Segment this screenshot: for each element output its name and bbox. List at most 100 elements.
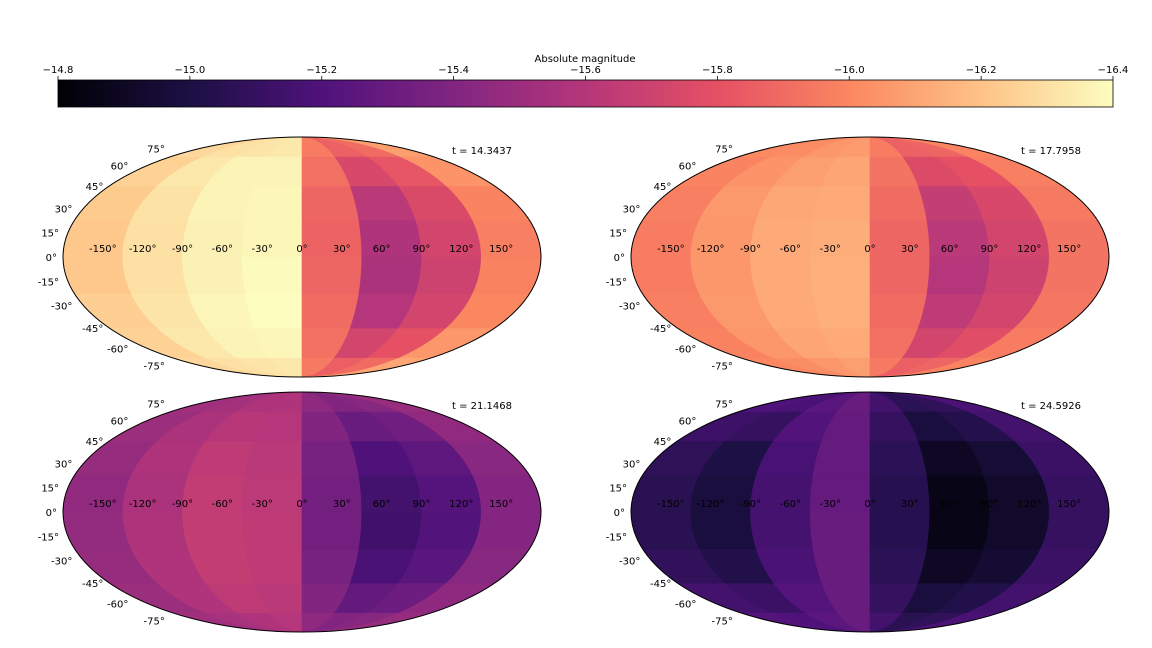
longitude-label: -60° xyxy=(212,499,233,510)
map-panels: t = 14.3437 75° 60° 45° 30° 15° 0° -15° -30° -45°… xyxy=(38,137,1109,632)
latitude-label: 45° xyxy=(86,437,104,448)
map-cell xyxy=(123,512,188,549)
map-cell xyxy=(1041,512,1109,549)
colorbar-tick-label: −16.2 xyxy=(966,65,997,76)
panel-title: t = 21.1468 xyxy=(452,401,512,412)
map-cell xyxy=(984,257,1049,294)
map-cell xyxy=(631,512,699,549)
panel-title: t = 14.3437 xyxy=(452,146,512,157)
map-cell xyxy=(810,257,870,294)
map-cell xyxy=(245,549,302,583)
latitude-label: -45° xyxy=(650,579,671,590)
longitude-label: -150° xyxy=(89,244,117,255)
figure: Absolute magnitude −14.8 −15.0 −15.2 −15.4−… xyxy=(0,0,1152,648)
latitude-label: -45° xyxy=(82,579,103,590)
longitude-label: 150° xyxy=(489,244,513,255)
latitude-label: -75° xyxy=(712,362,733,373)
map-panel: t = 24.592675°60°45°30°15°0°-15°-30°-45°… xyxy=(606,392,1109,632)
map-cell xyxy=(813,549,870,583)
map-cell xyxy=(359,512,422,549)
colorbar: Absolute magnitude −14.8 −15.0 −15.2 −15.4−… xyxy=(43,54,1129,107)
map-cell xyxy=(302,549,359,583)
latitude-label: 30° xyxy=(623,460,641,471)
latitude-label: -75° xyxy=(144,617,165,628)
latitude-label: 30° xyxy=(623,205,641,216)
longitude-label: -30° xyxy=(251,244,272,255)
map-cells xyxy=(63,392,541,632)
longitude-label: 150° xyxy=(1057,499,1081,510)
colorbar-tick-label: −15.2 xyxy=(306,65,337,76)
longitude-label: -90° xyxy=(740,244,761,255)
longitude-label: 90° xyxy=(981,499,999,510)
longitude-label: 150° xyxy=(489,499,513,510)
map-cell xyxy=(691,512,756,549)
longitude-label: -30° xyxy=(819,244,840,255)
longitude-label: 60° xyxy=(373,244,391,255)
panel-title: t = 17.7958 xyxy=(1021,146,1081,157)
map-cell xyxy=(63,512,131,549)
latitude-label: 15° xyxy=(41,228,59,239)
map-panel: t = 17.795875°60°45°30°15°0°-15°-30°-45°… xyxy=(606,137,1109,377)
longitude-label: 0° xyxy=(296,244,307,255)
map-cell xyxy=(183,257,246,294)
map-cell xyxy=(1041,257,1109,294)
map-cell xyxy=(359,257,422,294)
latitude-label: -60° xyxy=(675,599,696,610)
map-cell xyxy=(245,294,302,328)
latitude-label: 60° xyxy=(679,162,697,173)
map-cells xyxy=(63,137,541,377)
latitude-label: -15° xyxy=(606,533,627,544)
colorbar-tick-label: −15.0 xyxy=(175,65,206,76)
map-cell xyxy=(242,512,302,549)
latitude-label: 30° xyxy=(55,205,73,216)
map-panel: t = 21.1468 75° 60° 45° 30° 15° 0° -15° -30° -45°… xyxy=(38,392,541,632)
latitude-label: 0° xyxy=(46,253,57,264)
latitude-label: 15° xyxy=(609,483,627,494)
colorbar-tick-label: −15.4 xyxy=(438,65,469,76)
longitude-label: -90° xyxy=(740,499,761,510)
latitude-label: 0° xyxy=(46,508,57,519)
map-cell xyxy=(473,512,541,549)
latitude-label: 15° xyxy=(609,228,627,239)
longitude-label: 0° xyxy=(864,244,875,255)
longitude-label: -60° xyxy=(780,244,801,255)
map-cell xyxy=(631,257,699,294)
map-cell xyxy=(302,294,359,328)
map-panel: t = 14.3437 75° 60° 45° 30° 15° 0° -15° -30° -45°… xyxy=(38,137,541,377)
latitude-label: -30° xyxy=(51,301,72,312)
map-cell xyxy=(927,512,990,549)
colorbar-tick-label: −15.6 xyxy=(570,65,601,76)
map-cell xyxy=(813,186,870,220)
longitude-label: -120° xyxy=(129,499,157,510)
longitude-label: 60° xyxy=(941,244,959,255)
longitude-label: -150° xyxy=(89,499,117,510)
map-cell xyxy=(813,441,870,475)
latitude-label: 75° xyxy=(147,399,165,410)
longitude-label: 30° xyxy=(333,244,351,255)
latitude-label: -45° xyxy=(82,324,103,335)
map-cell xyxy=(302,257,362,294)
longitude-label: -120° xyxy=(129,244,157,255)
latitude-label: -60° xyxy=(675,344,696,355)
map-cell xyxy=(870,294,927,328)
latitude-label: -15° xyxy=(38,278,59,289)
map-cell xyxy=(183,512,246,549)
map-cell xyxy=(870,441,927,475)
latitude-label: 0° xyxy=(614,253,625,264)
map-cell xyxy=(927,257,990,294)
longitude-label: 90° xyxy=(981,244,999,255)
map-cell xyxy=(63,257,131,294)
longitude-label: -90° xyxy=(172,499,193,510)
longitude-label: 0° xyxy=(864,499,875,510)
map-cell xyxy=(691,257,756,294)
map-cell xyxy=(416,512,481,549)
map-cell xyxy=(473,257,541,294)
latitude-label: 75° xyxy=(147,144,165,155)
map-cell xyxy=(870,257,930,294)
longitude-label: 120° xyxy=(1017,244,1041,255)
latitude-label: 45° xyxy=(86,182,104,193)
map-cells xyxy=(631,392,1109,632)
latitude-label: 75° xyxy=(715,399,733,410)
longitude-label: 0° xyxy=(296,499,307,510)
latitude-label: 60° xyxy=(111,417,129,428)
